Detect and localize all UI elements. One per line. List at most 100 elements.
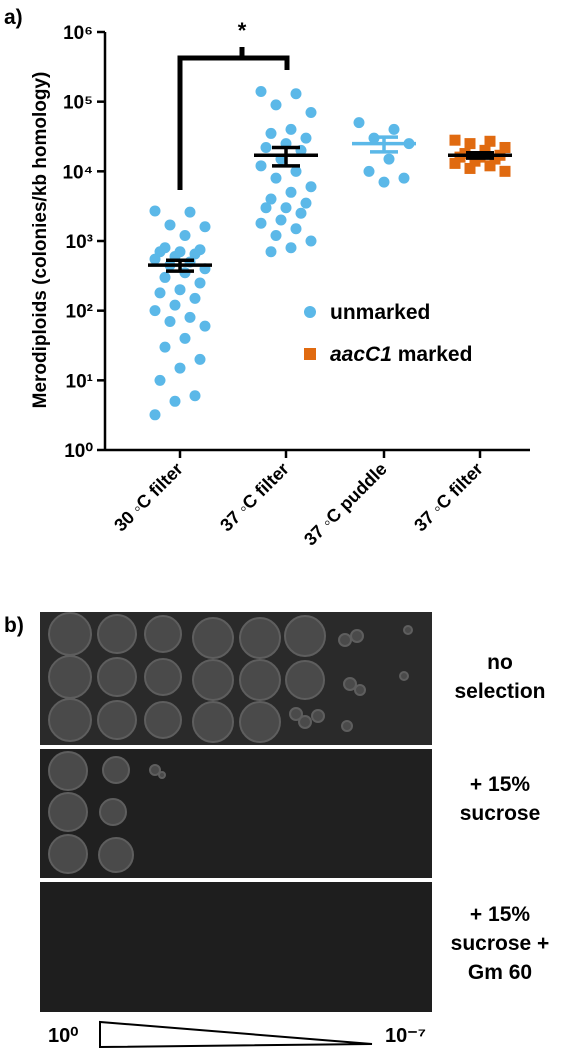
point (479, 144, 491, 156)
point (499, 165, 511, 177)
y-axis-label: Merodiploids (colonies/kb homology) (30, 72, 51, 409)
point (260, 202, 272, 214)
point (290, 165, 302, 177)
point (184, 311, 196, 323)
point (295, 207, 307, 219)
point (265, 193, 277, 205)
dilution-end: 10⁻⁷ (385, 1025, 426, 1047)
point (449, 134, 461, 146)
legend-label: unmarked (330, 301, 430, 324)
point (179, 229, 191, 241)
colony-spots (48, 612, 413, 874)
point (305, 235, 317, 247)
point (194, 353, 206, 365)
point (149, 305, 161, 317)
x-tick-label: 37 ◦C filter (410, 459, 487, 536)
point (189, 390, 201, 402)
y-tick-label: 10⁰ (64, 441, 93, 462)
legend-marker (304, 348, 316, 360)
error-bar (272, 145, 300, 168)
point (149, 253, 161, 265)
error-bar (370, 135, 398, 154)
point (174, 362, 186, 374)
point (290, 88, 302, 100)
point (285, 123, 297, 135)
point (454, 151, 466, 163)
x-tick-label: 37 ◦C filter (216, 459, 293, 536)
significance-bracket (177, 47, 290, 190)
y-tick-label: 10⁶ (63, 23, 93, 44)
point (285, 242, 297, 254)
point (270, 99, 282, 111)
point (464, 138, 476, 150)
y-tick-label: 10⁴ (62, 162, 93, 183)
point (255, 217, 267, 229)
y-tick-label: 10³ (66, 232, 93, 253)
point (265, 246, 277, 258)
point (270, 229, 282, 241)
point (300, 132, 312, 144)
point (484, 160, 496, 172)
point (265, 127, 277, 139)
error-bar-line (272, 145, 300, 168)
point (159, 271, 171, 283)
point (154, 287, 166, 299)
point (275, 214, 287, 226)
point (164, 219, 176, 231)
legend-marker (304, 306, 316, 318)
point (149, 409, 161, 421)
point (378, 176, 390, 188)
x-tick-label: 30 ◦C filter (110, 459, 187, 536)
point (154, 374, 166, 386)
error-bar (166, 258, 194, 273)
bracket (177, 55, 290, 190)
point (388, 123, 400, 135)
point (469, 155, 481, 167)
point (270, 172, 282, 184)
point (363, 165, 375, 177)
point (260, 141, 272, 153)
error-bar-line (466, 150, 494, 160)
point (449, 157, 461, 169)
y-tick-label: 10² (66, 302, 93, 323)
point (464, 162, 476, 174)
point (194, 277, 206, 289)
point (499, 141, 511, 153)
point (290, 223, 302, 235)
point (199, 320, 211, 332)
plate (40, 882, 432, 1012)
dilution-start: 10⁰ (48, 1025, 78, 1047)
point (179, 332, 191, 344)
point (189, 248, 201, 260)
plate-photo (40, 612, 432, 1049)
legend-label: aacC1 marked (330, 343, 472, 366)
condition-label: no selection (454, 651, 546, 703)
point (305, 106, 317, 118)
point (174, 284, 186, 296)
point (189, 292, 201, 304)
point (398, 172, 410, 184)
y-tick-label: 10¹ (66, 371, 93, 392)
point (149, 205, 161, 217)
point (280, 202, 292, 214)
point (169, 395, 181, 407)
point (484, 135, 496, 147)
error-bar-line (370, 135, 398, 154)
point (184, 206, 196, 218)
point (199, 221, 211, 233)
point (353, 117, 365, 129)
point (285, 186, 297, 198)
panel-label: b) (4, 614, 24, 637)
error-bar (466, 150, 494, 160)
dilution-triangle (99, 1020, 373, 1049)
panel-label: a) (4, 6, 23, 29)
point (255, 160, 267, 172)
condition-label: + 15% sucrose (459, 773, 541, 825)
point (164, 315, 176, 327)
y-tick-label: 10⁵ (63, 93, 93, 114)
point (300, 197, 312, 209)
x-tick-label: 37 ◦C puddle (300, 459, 391, 550)
error-bar-line (166, 258, 194, 273)
